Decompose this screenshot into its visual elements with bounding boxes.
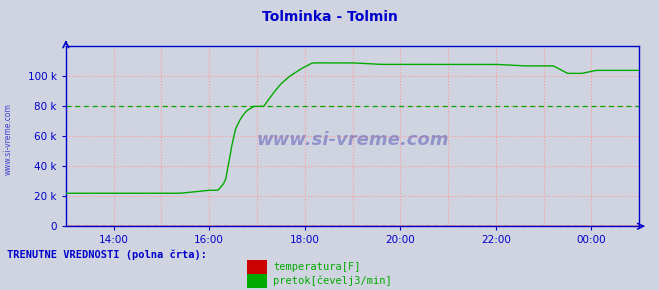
Text: Tolminka - Tolmin: Tolminka - Tolmin	[262, 10, 397, 24]
Text: TRENUTNE VREDNOSTI (polna črta):: TRENUTNE VREDNOSTI (polna črta):	[7, 249, 206, 260]
Text: pretok[čevelj3/min]: pretok[čevelj3/min]	[273, 276, 392, 286]
Text: www.si-vreme.com: www.si-vreme.com	[3, 103, 13, 175]
Text: www.si-vreme.com: www.si-vreme.com	[256, 131, 449, 149]
Text: temperatura[F]: temperatura[F]	[273, 262, 361, 272]
